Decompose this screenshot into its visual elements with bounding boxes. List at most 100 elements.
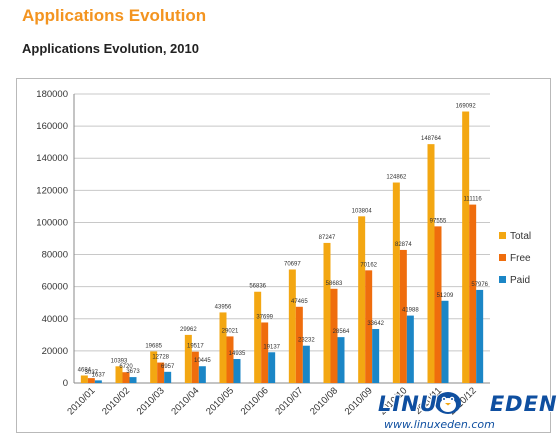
bar-free: [434, 226, 442, 383]
bar-free: [261, 322, 269, 383]
data-label: 51209: [437, 293, 454, 299]
data-label: 19137: [263, 344, 280, 350]
y-tick-label: 120000: [36, 185, 68, 196]
bar-paid: [372, 328, 380, 383]
bar-free: [295, 306, 303, 383]
bar-total: [462, 111, 470, 383]
data-label: 56836: [249, 284, 266, 290]
bar-free: [365, 270, 373, 383]
data-label: 43956: [215, 304, 232, 310]
y-tick-label: 20000: [42, 346, 68, 357]
chart-frame: [16, 78, 551, 433]
bar-total: [80, 375, 88, 383]
bar-free: [191, 351, 199, 383]
bar-free: [226, 336, 234, 383]
legend-label: Paid: [510, 275, 530, 286]
data-label: 47465: [291, 299, 308, 305]
x-tick-label: 2010/07: [273, 385, 305, 417]
y-tick-label: 140000: [36, 153, 68, 164]
bar-total: [184, 334, 192, 383]
bar-total: [392, 182, 400, 383]
data-label: 3037: [85, 370, 99, 376]
data-label: 12728: [152, 355, 169, 361]
y-tick-label: 160000: [36, 121, 68, 132]
data-label: 124862: [386, 175, 407, 181]
x-tick-label: 2010/06: [239, 385, 271, 417]
bar-total: [115, 366, 123, 383]
data-label: 111116: [464, 197, 483, 203]
x-tick-label: 2010/04: [169, 385, 201, 417]
bar-paid: [268, 352, 276, 383]
y-tick-label: 40000: [42, 314, 68, 325]
legend-label: Free: [510, 253, 531, 264]
bar-total: [427, 144, 435, 383]
data-label: 19517: [187, 344, 204, 350]
data-label: 23232: [298, 338, 315, 344]
bar-free: [157, 362, 165, 383]
bar-paid: [406, 315, 414, 383]
data-label: 57976: [471, 282, 488, 288]
y-tick-label: 60000: [42, 282, 68, 293]
bar-total: [288, 269, 296, 383]
bar-free: [469, 204, 477, 383]
data-label: 4684: [78, 367, 92, 373]
bar-free: [87, 378, 95, 383]
data-label: 10393: [111, 358, 128, 364]
bar-paid: [441, 300, 449, 383]
watermark-logo: LINU EDEN: [378, 392, 558, 416]
data-label: 97555: [430, 218, 447, 224]
y-tick-label: 180000: [36, 89, 68, 100]
data-label: 6720: [119, 364, 133, 370]
data-label: 19685: [145, 343, 162, 349]
data-label: 70697: [284, 261, 301, 267]
legend-label: Total: [510, 231, 531, 242]
data-label: 28564: [333, 329, 350, 335]
bar-total: [254, 291, 262, 383]
data-label: 169092: [456, 104, 477, 110]
y-tick-label: 100000: [36, 217, 68, 228]
data-label: 1637: [92, 372, 106, 378]
bar-paid: [476, 289, 484, 383]
data-label: 29021: [222, 328, 239, 334]
data-label: 70162: [360, 262, 377, 268]
bar-paid: [198, 366, 206, 383]
x-tick-label: 2010/08: [308, 385, 340, 417]
x-tick-label: 2010/05: [204, 385, 236, 417]
watermark-url: www.linuxeden.com: [384, 418, 495, 431]
data-label: 29962: [180, 327, 197, 333]
data-label: 6957: [161, 364, 175, 370]
data-label: 10445: [194, 358, 211, 364]
bar-total: [323, 242, 331, 383]
data-label: 87247: [319, 235, 336, 241]
bar-paid: [337, 337, 345, 383]
data-label: 103804: [352, 208, 373, 214]
data-label: 41988: [402, 308, 419, 314]
y-tick-label: 80000: [42, 250, 68, 261]
bar-total: [219, 312, 227, 383]
bar-free: [330, 288, 338, 383]
watermark-logo-right: EDEN: [489, 392, 558, 416]
y-tick-label: 0: [63, 378, 68, 389]
bar-paid: [164, 371, 172, 383]
x-tick-label: 2010/03: [135, 385, 167, 417]
bar-total: [150, 351, 158, 383]
bar-paid: [129, 377, 137, 383]
data-label: 37699: [256, 314, 273, 320]
data-label: 14935: [229, 351, 246, 357]
data-label: 3673: [126, 369, 140, 375]
x-tick-label: 2010/09: [343, 385, 375, 417]
bar-paid: [233, 359, 241, 383]
x-tick-label: 2010/01: [65, 385, 97, 417]
penguin-icon: [435, 392, 461, 414]
data-label: 82874: [395, 242, 412, 248]
legend-swatch-paid: [499, 276, 506, 283]
chart-title: Applications Evolution, 2010: [22, 41, 199, 56]
data-label: 33642: [367, 321, 384, 327]
x-tick-label: 2010/02: [100, 385, 132, 417]
bar-total: [358, 216, 366, 383]
bar-paid: [302, 345, 310, 383]
data-label: 58683: [326, 281, 343, 287]
watermark-logo-left: LINU: [378, 392, 438, 416]
legend-swatch-free: [499, 254, 506, 261]
